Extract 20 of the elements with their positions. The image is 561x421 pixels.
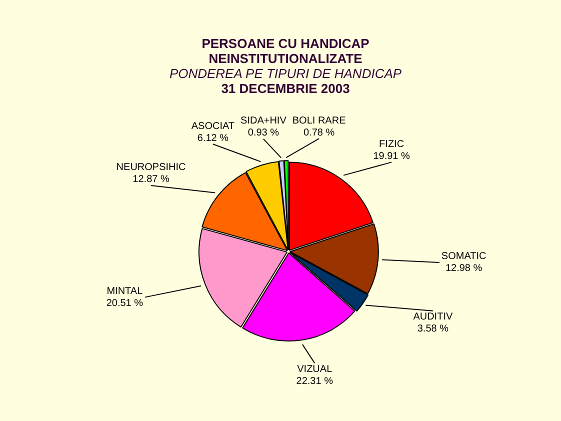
data-label: 6.12 %	[197, 132, 229, 144]
slice-label: BOLI RARE	[292, 115, 346, 126]
slice-label: VIZUAL	[297, 364, 333, 375]
chart-subtitle: PONDEREA PE TIPURI DE HANDICAP 31 DECEMBRIE 2003	[168, 66, 403, 96]
slice-label: SIDA+HIV	[240, 116, 287, 127]
slice-label: NEUROPSIHIC	[116, 162, 186, 174]
data-label: 12.87 %	[132, 174, 170, 186]
data-label: 12.98 %	[445, 263, 482, 274]
slice-label: AUDITIV	[413, 312, 453, 323]
data-label: 19.91 %	[373, 150, 410, 162]
data-label: 0.78 %	[303, 127, 335, 138]
data-label: 0.93 %	[248, 128, 280, 139]
data-label: 20.51 %	[106, 298, 144, 309]
data-label: 22.31 %	[296, 376, 334, 387]
slice-label: ASOCIAT	[191, 120, 235, 132]
chart-title: PERSOANE CU HANDICAP NEINSTITUTIONALIZATE	[200, 36, 370, 66]
slice-label: MINTAL	[106, 286, 144, 297]
slice-label: FIZIC	[379, 138, 404, 150]
slice-label: SOMATIC	[441, 251, 486, 262]
data-label: 3.58 %	[417, 324, 449, 335]
